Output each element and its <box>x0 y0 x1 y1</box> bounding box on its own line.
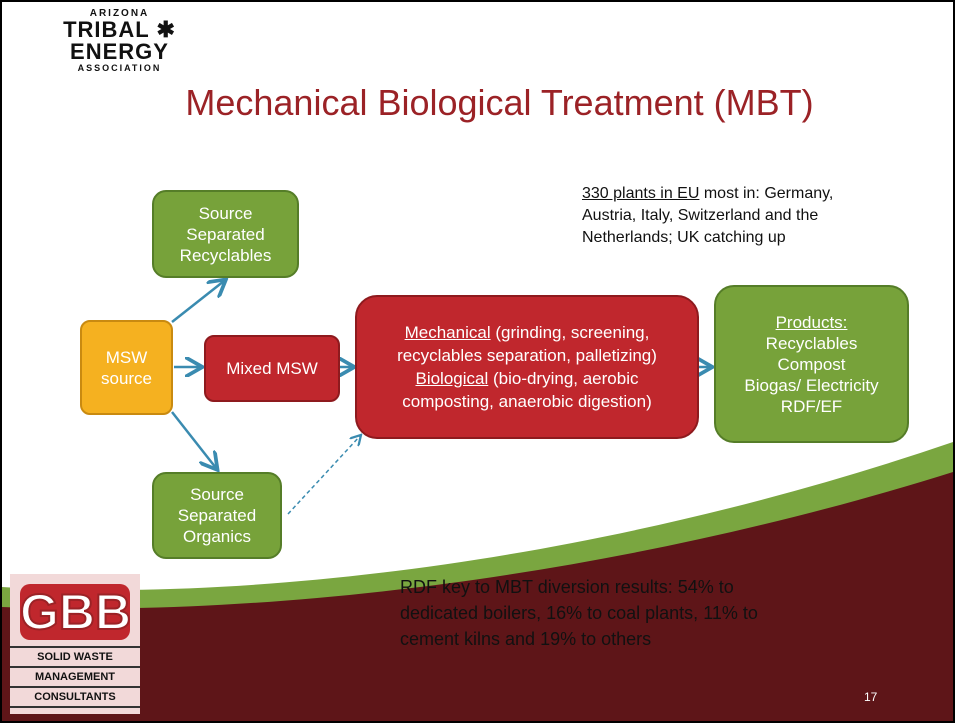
node-label: (bio-drying, aerobic <box>488 369 639 388</box>
node: Mechanical (grinding, screening, recycla… <box>355 295 699 439</box>
logo-line: SOLID WASTE <box>10 646 140 666</box>
footer-logo: GBB SOLID WASTE MANAGEMENT CONSULTANTS <box>10 574 140 714</box>
arrows <box>171 281 710 515</box>
node: Products: Recyclables Compost Biogas/ Elect… <box>714 285 909 443</box>
node-label: RDF/EF <box>780 396 843 416</box>
logo-bottom: ASSOCIATION <box>77 63 162 73</box>
node-label: (grinding, screening, <box>490 323 650 342</box>
node-label: Separated <box>186 224 265 244</box>
node: Mixed MSW <box>204 335 340 402</box>
note-line: most in: Germany, <box>699 185 834 202</box>
title: Mechanical Biological Treatment (MBT) <box>185 82 814 123</box>
logo-top: ARIZONA <box>89 8 150 19</box>
note-underlined: 330 plants in EU <box>582 185 700 202</box>
node-label: recyclables separation, palletizing) <box>397 346 657 365</box>
note-line: Netherlands; UK catching up <box>582 229 786 246</box>
node-label: Organics <box>182 527 252 546</box>
page-number: 17 <box>864 690 878 704</box>
swoosh-dark <box>2 472 953 721</box>
node-label: MSW <box>105 347 148 367</box>
node: Source Separated Organics <box>152 472 282 559</box>
node: MSW source <box>80 320 173 415</box>
node-label: Recyclables <box>765 333 858 353</box>
logo-mark: GBB <box>19 583 132 641</box>
node-label: Compost <box>777 354 846 374</box>
node: Source Separated Recyclables <box>152 190 299 278</box>
node-label: Biological <box>415 369 489 388</box>
logo-left: TRIBAL <box>63 17 150 42</box>
note-line: RDF key to MBT diversion results: 54% to <box>400 577 734 597</box>
node-label: Biogas/ Electricity <box>744 375 879 395</box>
node-label: Recyclables <box>179 245 272 265</box>
node-label: Separated <box>177 506 257 525</box>
node-label: Source <box>190 485 244 504</box>
logo-line: MANAGEMENT <box>10 666 140 686</box>
node-label: Source <box>198 203 253 223</box>
node-heading: Products: <box>775 312 848 332</box>
node-label: Mixed MSW <box>226 359 318 378</box>
logo-right: ENERGY <box>70 39 169 64</box>
note: 330 plants in EU most in: Germany, Austri… <box>582 183 833 249</box>
logo-line: CONSULTANTS <box>10 686 140 708</box>
node-label: source <box>100 368 153 388</box>
node-label: composting, anaerobic digestion) <box>402 392 652 411</box>
note-line: Austria, Italy, Switzerland and the <box>582 207 819 224</box>
note-line: dedicated boilers, 16% to coal plants, 1… <box>400 603 758 623</box>
note: RDF key to MBT diversion results: 54% to… <box>400 574 758 652</box>
logo: ARIZONA TRIBAL ✱ ENERGY ASSOCIATION <box>12 8 227 73</box>
node-label: Mechanical <box>404 323 491 342</box>
note-line: cement kilns and 19% to others <box>400 629 652 649</box>
